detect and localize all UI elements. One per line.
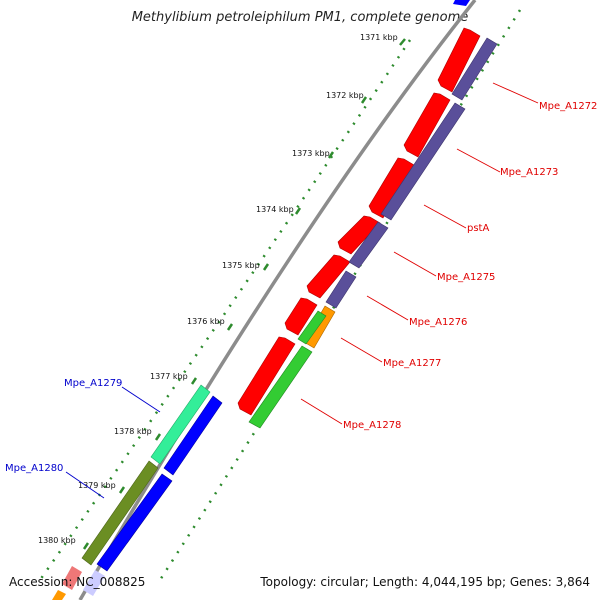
gene-label-Mpe_A1275[interactable]: Mpe_A1275 xyxy=(437,272,495,283)
genome-backbone xyxy=(78,0,477,600)
gene-label-pstA[interactable]: pstA xyxy=(467,223,489,234)
kbp-tick-label: 1373 kbp xyxy=(292,149,330,158)
kbp-tick-label: 1371 kbp xyxy=(360,33,398,42)
gene-block[interactable] xyxy=(52,590,66,600)
kbp-tick-label: 1376 kbp xyxy=(187,317,225,326)
kbp-tick-label: 1374 kbp xyxy=(256,205,294,214)
gene-label-Mpe_A1276[interactable]: Mpe_A1276 xyxy=(409,317,467,328)
gene-block[interactable] xyxy=(453,0,470,6)
scale-dotted-line xyxy=(38,39,412,581)
genome-summary-label: Topology: circular; Length: 4,044,195 bp… xyxy=(260,575,590,589)
gene-block[interactable] xyxy=(96,473,173,572)
gene-block[interactable] xyxy=(150,384,211,465)
kbp-tick-label: 1375 kbp xyxy=(222,261,260,270)
gene-block[interactable] xyxy=(62,566,82,590)
gene-block[interactable] xyxy=(248,345,313,429)
gene-block[interactable] xyxy=(403,92,451,158)
gene-block[interactable] xyxy=(437,27,481,93)
gene-block[interactable] xyxy=(297,310,327,345)
gene-label-Mpe_A1280[interactable]: Mpe_A1280 xyxy=(5,463,63,474)
gene-label-Mpe_A1278[interactable]: Mpe_A1278 xyxy=(343,420,401,431)
gene-block[interactable] xyxy=(83,570,105,596)
gene-block[interactable] xyxy=(237,336,296,416)
gene-leader-lines xyxy=(65,82,539,499)
gene-block[interactable] xyxy=(284,297,318,336)
forward-cds-track xyxy=(237,27,481,416)
gene-label-Mpe_A1279[interactable]: Mpe_A1279 xyxy=(64,378,122,389)
gene-block[interactable] xyxy=(163,395,223,476)
cog-purple-track xyxy=(325,37,498,309)
gene-label-Mpe_A1272[interactable]: Mpe_A1272 xyxy=(539,101,597,112)
kbp-tick-label: 1379 kbp xyxy=(78,481,116,490)
gene-block[interactable] xyxy=(81,460,159,566)
kbp-tick-label: 1377 kbp xyxy=(150,372,188,381)
kbp-tick-marks xyxy=(82,38,406,550)
accession-label: Accession: NC_008825 xyxy=(9,575,146,589)
kbp-tick-label: 1372 kbp xyxy=(326,91,364,100)
gene-label-Mpe_A1273[interactable]: Mpe_A1273 xyxy=(500,167,558,178)
gene-label-Mpe_A1277[interactable]: Mpe_A1277 xyxy=(383,358,441,369)
kbp-tick-label: 1380 kbp xyxy=(38,536,76,545)
map-title: Methylibium petroleiphilum PM1, complete… xyxy=(131,10,469,25)
kbp-tick-label: 1378 kbp xyxy=(114,427,152,436)
